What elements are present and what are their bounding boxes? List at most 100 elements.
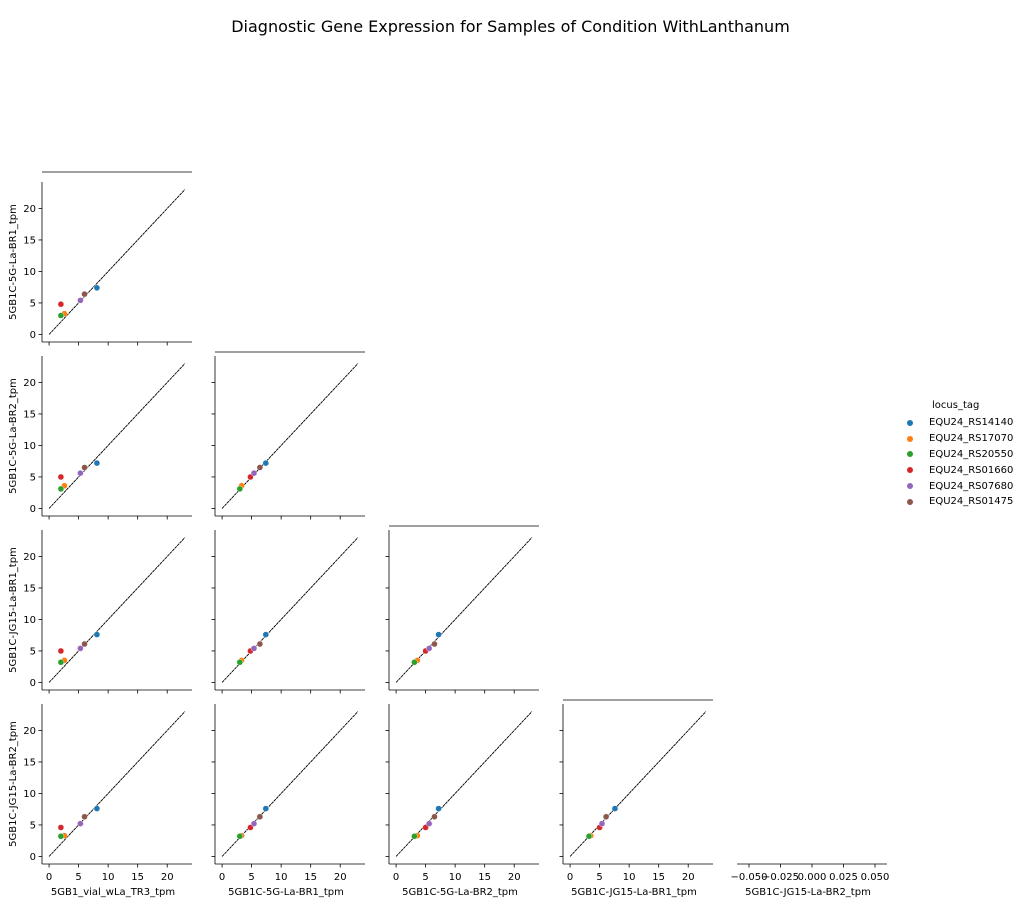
point-EQU24_RS14140 [262,631,269,638]
point-EQU24_RS20550 [236,659,244,666]
x-tick-label: 10 [623,872,636,883]
point-EQU24_RS14140 [435,805,442,812]
legend-item: EQU24_RS20550 [900,447,1013,463]
x-tick-label: 10 [275,872,288,883]
point-EQU24_RS14140 [262,459,269,467]
y-tick-label: 10 [23,789,36,800]
point-EQU24_RS07680 [425,820,433,827]
point-EQU24_RS20550 [57,659,65,666]
point-EQU24_RS14140 [262,805,269,812]
point-EQU24_RS07680 [250,820,258,827]
point-EQU24_RS07680 [250,469,258,477]
point-EQU24_RS07680 [77,820,84,827]
x-tick-label: 0 [219,872,225,883]
x-tick-label: 10 [449,872,462,883]
point-EQU24_RS20550 [411,833,418,840]
panel-4-1: 0 5 10 15 20 5GB1C-5G-La-BR1_tpm [211,704,365,898]
point-EQU24_RS01475 [81,813,88,820]
legend-marker [907,467,913,474]
x-tick-label: 20 [334,872,347,883]
legend-label: EQU24_RS01660 [929,464,1014,476]
panel-4-0: 0 5 10 15 20 0 5 10 15 20 5GB1C-JG15-La-BR2_tpm 5GB… [8,704,192,898]
point-EQU24_RS01475 [256,464,264,471]
legend-label: EQU24_RS20550 [929,448,1014,460]
point-EQU24_RS14140 [435,631,442,638]
point-EQU24_RS14140 [93,459,101,467]
panel-2-1 [211,356,365,520]
y-axis-label: 5GB1C-5G-La-BR2_tpm [8,378,19,494]
x-tick-label: 10 [102,872,115,883]
point-EQU24_RS14140 [93,631,101,638]
y-tick-label: 20 [23,726,36,737]
x-tick-label: 15 [478,872,491,883]
point-EQU24_RS01475 [81,290,88,298]
y-tick-label: 5 [30,298,36,309]
y-tick-label: 15 [23,409,36,420]
identity-line [48,189,186,335]
point-EQU24_RS07680 [77,297,84,304]
point-EQU24_RS01660 [57,647,65,655]
legend-item: EQU24_RS14140 [900,415,1013,431]
x-tick-label: 0 [393,872,399,883]
legend-item: EQU24_RS07680 [900,478,1013,494]
x-axis-label: 5GB1C-JG15-La-BR1_tpm [571,887,697,898]
x-tick-label: 5 [422,872,428,883]
point-EQU24_RS01475 [256,813,264,820]
point-EQU24_RS07680 [77,645,84,652]
point-EQU24_RS14140 [93,284,101,292]
panel-4-3: 0 5 10 15 20 5GB1C-JG15-La-BR1_tpm [559,704,713,898]
y-tick-label: 0 [30,852,36,863]
x-axis-label: 5GB1C-5G-La-BR1_tpm [228,887,344,898]
x-tick-label: 20 [682,872,695,883]
panel-1-0: 0 5 10 15 20 5GB1C-5G-La-BR1_tpm [8,182,192,346]
point-EQU24_RS01475 [256,640,264,648]
x-tick-label: 0 [46,872,52,883]
point-EQU24_RS07680 [250,645,258,652]
point-EQU24_RS01475 [602,813,610,820]
legend-marker [907,483,913,490]
x-tick-label: 20 [161,872,174,883]
legend-item: EQU24_RS01475 [900,494,1013,510]
point-EQU24_RS20550 [57,312,65,319]
x-tick-label: 15 [652,872,665,883]
point-EQU24_RS20550 [585,833,593,840]
point-EQU24_RS20550 [236,833,244,840]
legend-label: EQU24_RS07680 [929,480,1014,492]
panel-2-0: 0 5 10 15 20 5GB1C-5G-La-BR2_tpm [8,356,192,520]
point-EQU24_RS07680 [425,645,433,652]
y-tick-label: 10 [23,267,36,278]
x-tick-label: 0 [567,872,573,883]
x-axis-label: 5GB1_vial_wLa_TR3_tpm [51,887,175,898]
panel-3-0: 0 5 10 15 20 5GB1C-JG15-La-BR1_tpm [8,530,192,694]
y-axis-label: 5GB1C-5G-La-BR1_tpm [8,204,19,320]
y-tick-label: 15 [23,583,36,594]
panel-3-2 [385,530,539,694]
point-EQU24_RS20550 [57,485,65,493]
point-EQU24_RS07680 [77,469,84,477]
y-tick-label: 15 [23,235,36,246]
point-EQU24_RS20550 [236,485,244,493]
legend-marker [907,419,913,426]
point-EQU24_RS07680 [598,820,606,827]
point-EQU24_RS01475 [81,464,88,471]
identity-line [221,711,359,857]
legend-label: EQU24_RS17070 [929,433,1014,445]
x-axis-label: 5GB1C-JG15-La-BR2_tpm [745,887,871,898]
identity-line [569,711,707,857]
point-EQU24_RS01660 [57,473,65,481]
y-axis-label: 5GB1C-JG15-La-BR1_tpm [8,547,19,673]
panel-4-2: 0 5 10 15 20 5GB1C-5G-La-BR2_tpm [385,704,539,898]
y-tick-label: 10 [23,615,36,626]
y-tick-label: 0 [30,678,36,689]
figure-title: Diagnostic Gene Expression for Samples o… [231,17,790,36]
x-tick-label: 5 [75,872,81,883]
y-axis-label: 5GB1C-JG15-La-BR2_tpm [8,721,19,847]
x-tick-label: 5 [248,872,254,883]
y-tick-label: 20 [23,378,36,389]
identity-line [221,363,359,509]
identity-line [48,363,186,509]
point-EQU24_RS14140 [611,805,619,812]
last-diag-x-tick-label: 0.000 [798,872,827,883]
y-tick-label: 10 [23,441,36,452]
panel-3-1 [211,530,365,694]
